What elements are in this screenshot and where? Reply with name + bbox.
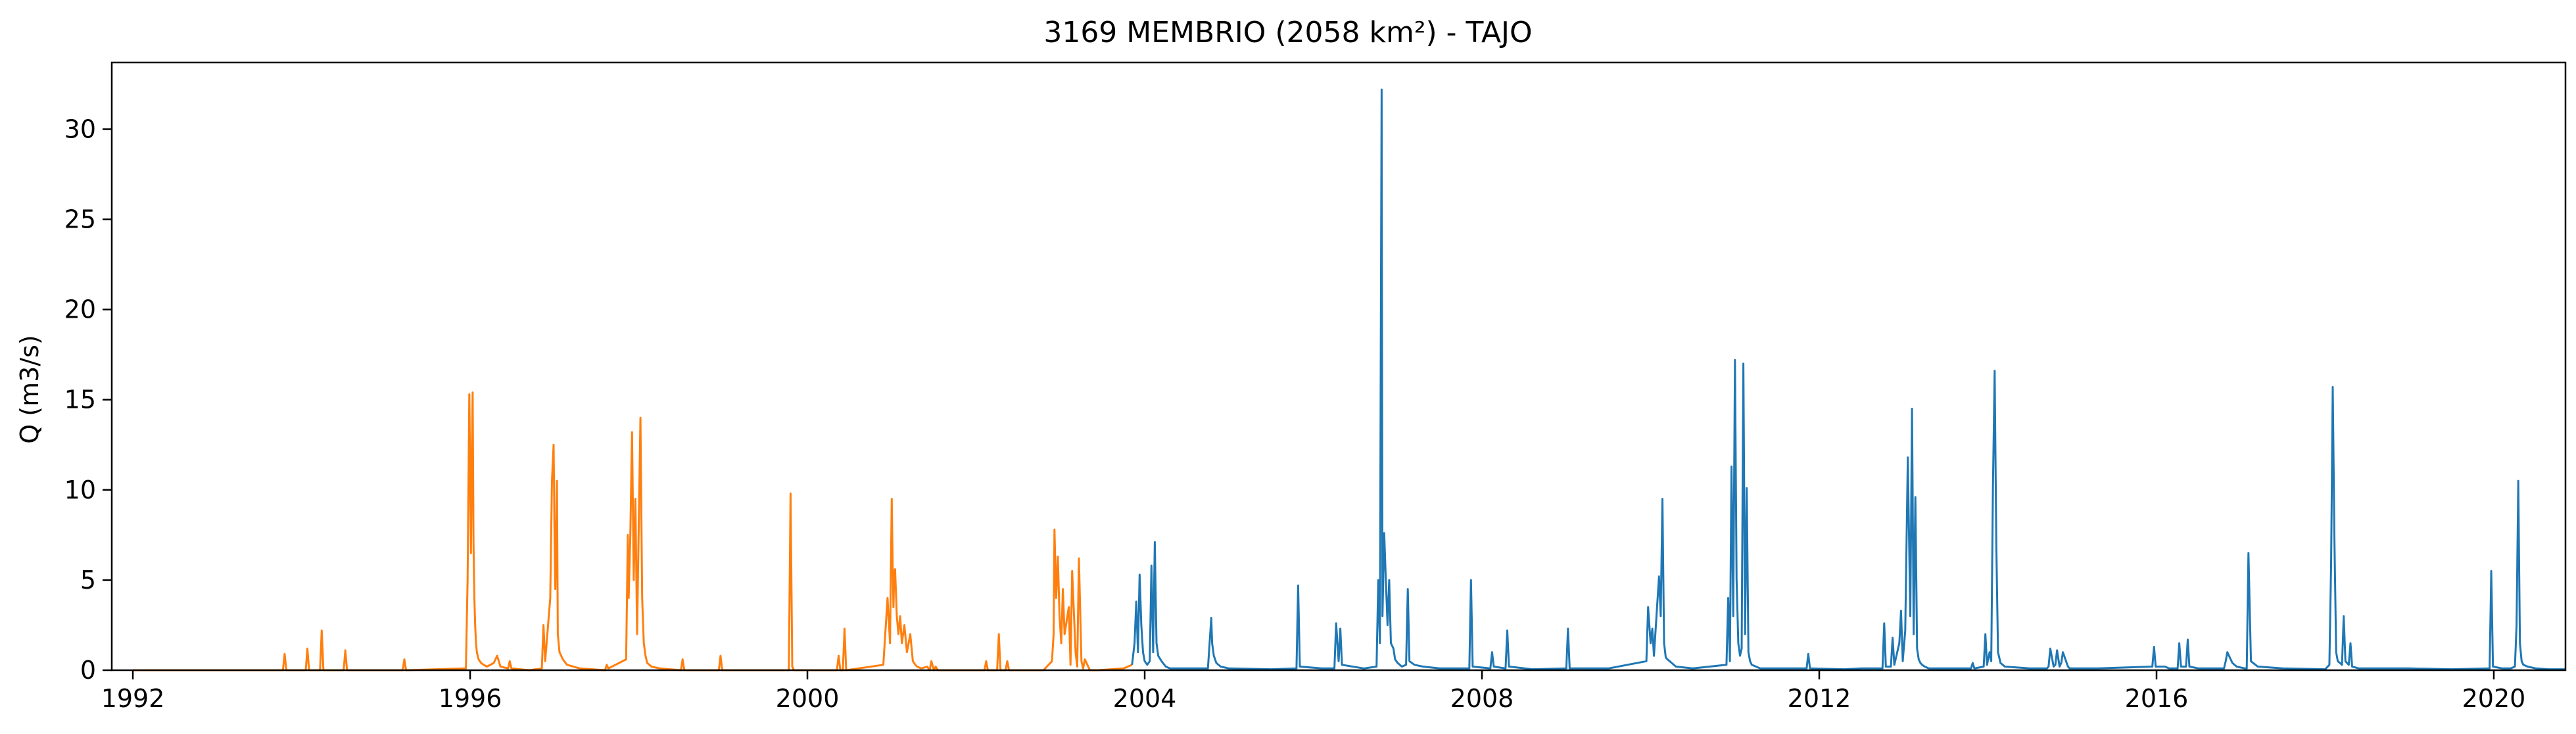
plot-frame: [110, 61, 2567, 672]
x-tick-label: 2004: [1113, 684, 1177, 713]
y-tick-label: 30: [64, 114, 96, 143]
y-tick-label: 20: [64, 295, 96, 324]
y-tick-label: 0: [80, 656, 96, 685]
y-tick-label: 5: [80, 566, 96, 595]
y-tick-label: 15: [64, 385, 96, 414]
x-tick-label: 2012: [1788, 684, 1851, 713]
x-tick-label: 1996: [439, 684, 502, 713]
y-axis-ticks: 0 5 10 15 20 25 30: [64, 114, 112, 685]
y-tick-label: 10: [64, 476, 96, 504]
series-line-2: [1131, 88, 2565, 671]
series-line-1: [133, 391, 1133, 672]
x-tick-label: 2020: [2462, 684, 2526, 713]
series-layer: [133, 88, 2565, 672]
x-axis-ticks: 1992 1996 2000 2004 2008 2012 2016 2020: [101, 670, 2526, 713]
x-tick-label: 2008: [1450, 684, 1514, 713]
x-tick-label: 2000: [776, 684, 840, 713]
x-tick-label: 2016: [2125, 684, 2189, 713]
y-tick-label: 25: [64, 205, 96, 234]
y-axis-label: Q (m3/s): [15, 335, 44, 443]
chart-title: 3169 MEMBRIO (2058 km²) - TAJO: [1043, 16, 1532, 49]
x-tick-label: 1992: [101, 684, 165, 713]
